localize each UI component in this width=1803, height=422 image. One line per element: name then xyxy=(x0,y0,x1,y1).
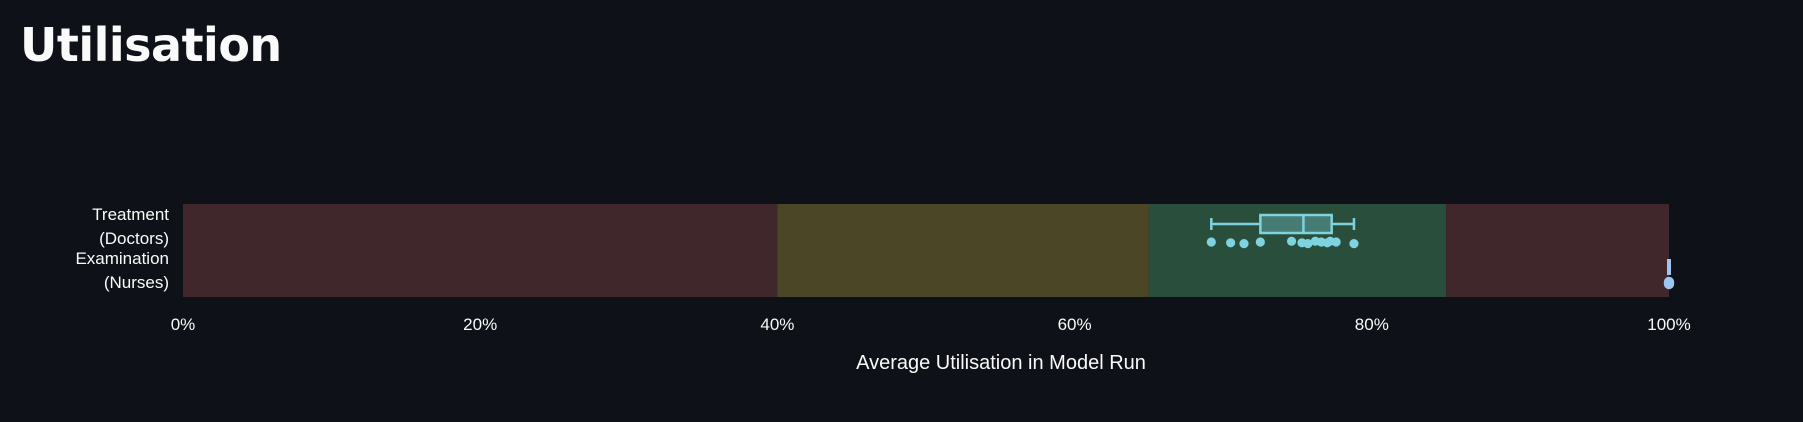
data-point xyxy=(1206,237,1216,247)
x-tick-label: 60% xyxy=(1058,315,1092,334)
data-point xyxy=(1331,237,1341,247)
data-point xyxy=(1255,237,1265,247)
data-point xyxy=(1663,276,1675,288)
x-tick-labels: 0% 20% 40% 60% 80% 100% xyxy=(171,315,1691,334)
iqr-box xyxy=(1259,213,1333,235)
x-tick-label: 40% xyxy=(760,315,794,334)
x-tick-label: 80% xyxy=(1355,315,1389,334)
page-title: Utilisation xyxy=(20,18,282,72)
box-marks xyxy=(1206,213,1675,290)
background-bands xyxy=(183,204,1669,297)
data-point xyxy=(1226,238,1236,248)
x-axis-title: Average Utilisation in Model Run xyxy=(856,352,1146,374)
background-band-1 xyxy=(777,204,1149,297)
data-point xyxy=(1303,239,1313,249)
background-band-3 xyxy=(1446,204,1669,297)
data-point xyxy=(1286,236,1297,246)
category-0-marks xyxy=(1206,213,1359,249)
category-label-line: Treatment xyxy=(92,205,169,224)
category-labels: Treatment (Doctors)Examination (Nurses) xyxy=(75,205,169,292)
x-tick-label: 20% xyxy=(463,315,497,334)
category-1-marks xyxy=(1663,259,1675,290)
background-band-0 xyxy=(183,204,778,297)
category-label-line: (Doctors) xyxy=(99,229,169,248)
data-point xyxy=(1239,239,1249,249)
background-band-2 xyxy=(1148,204,1447,297)
x-tick-label: 0% xyxy=(171,315,196,334)
category-label-line: (Nurses) xyxy=(104,273,169,292)
x-tick-label: 100% xyxy=(1647,315,1690,334)
category-label-line: Examination xyxy=(75,249,169,268)
data-point xyxy=(1349,239,1359,249)
